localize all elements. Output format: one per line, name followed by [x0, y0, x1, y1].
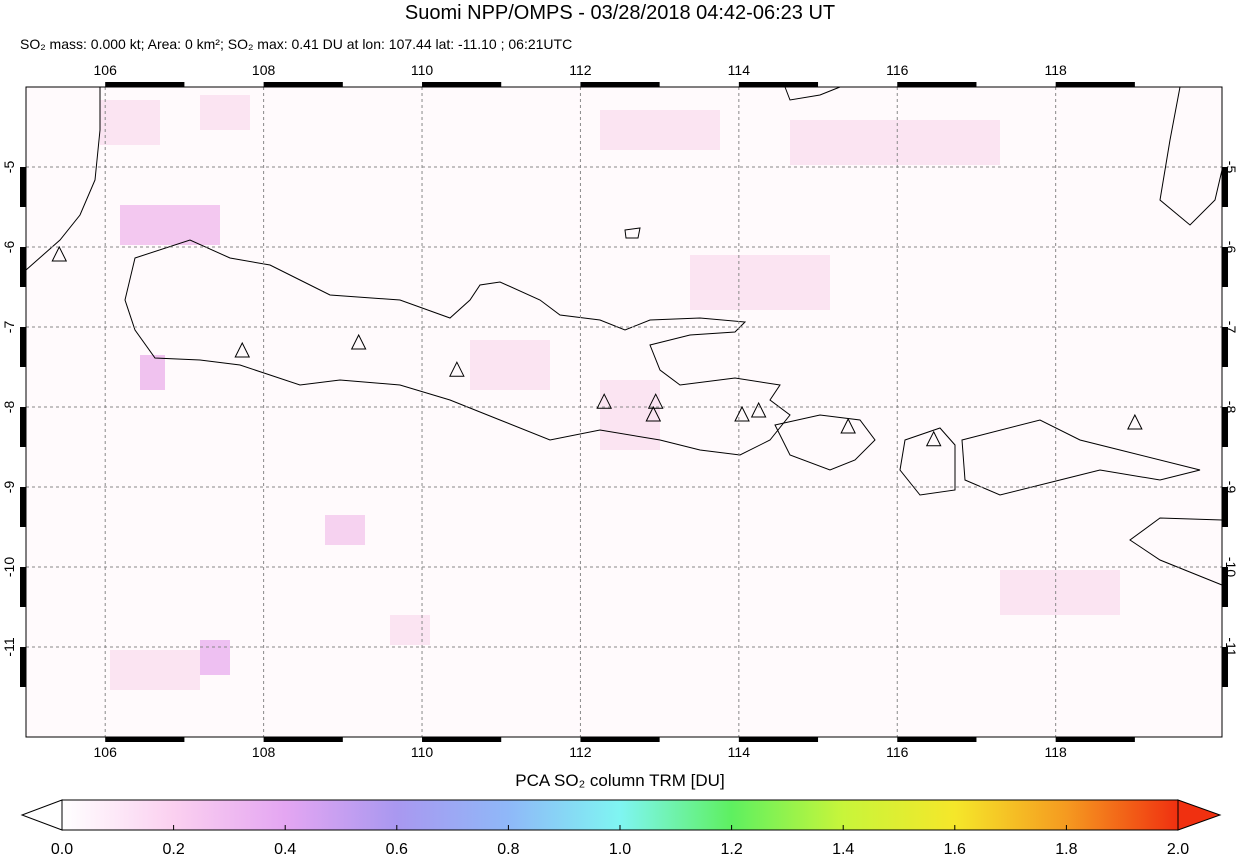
lat-label: -8 — [1, 401, 17, 414]
colorbar-tick-label: 1.4 — [832, 841, 854, 855]
frame-segment — [897, 737, 977, 742]
colorbar-label: PCA SO₂ column TRM [DU] — [515, 771, 724, 790]
map-frame — [25, 86, 1223, 738]
subtitle: SO₂ mass: 0.000 kt; Area: 0 km²; SO₂ max… — [20, 36, 572, 52]
frame-segment — [20, 327, 26, 367]
lat-label: -7 — [1, 321, 17, 334]
graticule: 106 106 108 108 110 110 112 112 114 114 116 116 118 1… — [1, 62, 1239, 760]
lon-label: 106 — [94, 62, 118, 78]
frame-segment — [1222, 407, 1228, 447]
frame-segment — [1222, 567, 1228, 607]
frame-segment — [897, 82, 977, 87]
frame-segment — [105, 737, 185, 742]
lat-label: -11 — [1223, 637, 1239, 656]
frame-segment — [738, 737, 819, 742]
colorbar-tick-label: 1.8 — [1055, 841, 1077, 855]
volcano — [734, 405, 750, 422]
colorbar-tick-label: 2.0 — [1167, 841, 1189, 855]
frame-segment — [263, 737, 343, 742]
volcano — [645, 405, 662, 422]
lat-label: -9 — [1223, 481, 1239, 494]
frame-segment — [20, 487, 26, 527]
volcano — [51, 245, 68, 262]
colorbar-tick-label: 0.6 — [386, 841, 408, 855]
lon-label: 108 — [252, 62, 276, 78]
frame-segment — [20, 247, 26, 287]
volcano — [647, 393, 664, 409]
frame-segment — [1222, 327, 1228, 367]
lat-label: -5 — [1, 161, 17, 174]
colorbar-tick-label: 0.2 — [162, 841, 184, 855]
map-background — [26, 87, 1222, 737]
lon-label: 114 — [728, 744, 751, 760]
colorbar-tick-label: 0.8 — [497, 841, 519, 855]
coastlines — [25, 86, 1223, 586]
frame-segment — [580, 737, 660, 742]
lat-label: -8 — [1223, 401, 1239, 414]
frame-segment — [738, 82, 819, 87]
frame-segment — [1222, 247, 1228, 287]
lon-label: 114 — [728, 62, 751, 78]
lon-label: 112 — [569, 744, 592, 760]
frame-segment — [20, 407, 26, 447]
volcano — [840, 417, 856, 434]
lon-label: 110 — [411, 744, 434, 760]
colorbar-tick-label: 0.0 — [51, 841, 73, 855]
frame-segment — [1055, 82, 1135, 87]
frame-segment — [422, 82, 502, 87]
lat-label: -10 — [1, 557, 17, 577]
volcano — [350, 333, 367, 350]
lon-label: 116 — [886, 62, 909, 78]
volcanoes — [51, 245, 1143, 447]
frame-segment — [20, 567, 26, 607]
lon-label: 108 — [252, 744, 276, 760]
frame-segment — [1222, 647, 1228, 687]
frame-segment — [1222, 167, 1228, 207]
volcano — [1127, 413, 1143, 430]
lat-label: -6 — [1223, 241, 1239, 254]
lon-label: 110 — [411, 62, 434, 78]
colorbar-tick-label: 1.6 — [944, 841, 966, 855]
lat-label: -11 — [1, 637, 17, 656]
lat-label: -9 — [1, 481, 17, 494]
volcano — [925, 430, 942, 447]
frame-segment — [20, 647, 26, 687]
volcano — [596, 393, 613, 409]
lon-label: 106 — [94, 744, 118, 760]
lat-label: -7 — [1223, 321, 1239, 334]
frame-segment — [580, 82, 660, 87]
colorbar-tick-label: 1.2 — [720, 841, 742, 855]
colorbar-tick-label: 0.4 — [274, 841, 296, 855]
lat-label: -10 — [1223, 557, 1239, 577]
frame-segment — [422, 737, 502, 742]
frame-segment — [1222, 487, 1228, 527]
lat-label: -6 — [1, 241, 17, 254]
frame-segment — [20, 167, 26, 207]
title: Suomi NPP/OMPS - 03/28/2018 04:42-06:23 … — [405, 2, 835, 24]
colorbar-extend-low — [20, 799, 63, 831]
lon-label: 118 — [1045, 62, 1068, 78]
colorbar-tick-label: 1.0 — [609, 841, 631, 855]
colorbar-extend-high — [1177, 799, 1222, 831]
volcano — [449, 361, 465, 377]
lon-label: 116 — [886, 744, 909, 760]
lon-label: 112 — [569, 62, 592, 78]
frame-segment — [1055, 737, 1135, 742]
lat-label: -5 — [1223, 161, 1239, 174]
frame-segment — [105, 82, 185, 87]
lon-label: 118 — [1045, 744, 1068, 760]
volcano — [234, 341, 251, 358]
colorbar: 0.0 0.2 0.4 0.6 0.8 1.0 1.2 1.4 1.6 1.8 2.0 — [20, 799, 1222, 858]
frame-segment — [263, 82, 343, 87]
volcano — [750, 401, 767, 418]
